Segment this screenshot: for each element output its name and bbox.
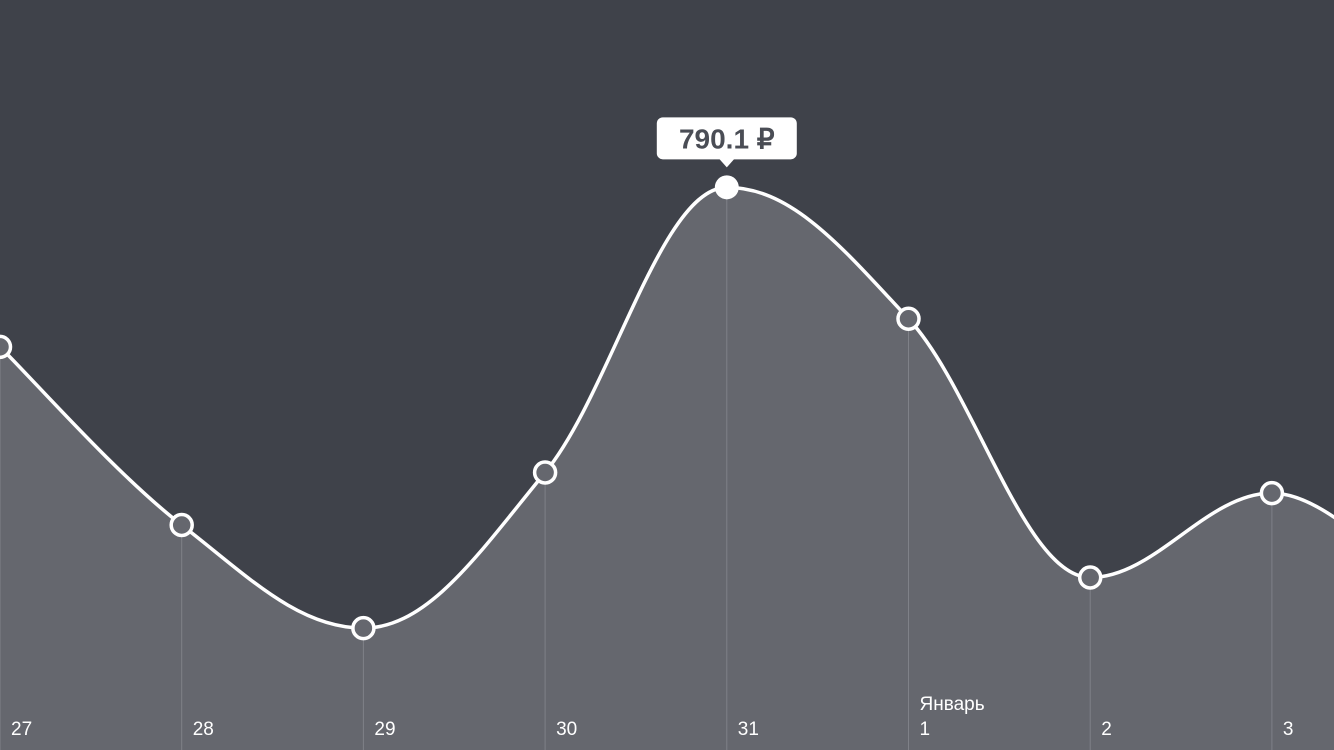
x-tick-label: 2 <box>1101 719 1112 740</box>
data-point-29[interactable] <box>351 615 376 641</box>
data-point-27[interactable] <box>0 334 13 360</box>
month-label: Январь <box>920 694 985 715</box>
data-point-30[interactable] <box>532 460 558 485</box>
x-tick-label: 1 <box>920 719 931 740</box>
x-tick-label: 31 <box>738 719 759 740</box>
value-tooltip: 790.1 ₽ <box>656 117 797 168</box>
x-tick-label: 27 <box>11 719 32 740</box>
area-fill <box>0 187 1334 750</box>
points-layer <box>0 175 1285 641</box>
data-point-2[interactable] <box>1077 565 1103 590</box>
x-axis-labels: 27 28 29 30 31 1 2 3 Январь <box>11 694 1293 740</box>
data-point-31[interactable] <box>714 175 739 200</box>
tooltip-box <box>656 117 797 160</box>
gridline-layer <box>0 187 1273 750</box>
tooltip-label: 790.1 ₽ <box>679 123 775 154</box>
x-tick-label: 30 <box>556 719 577 740</box>
data-point-28[interactable] <box>169 512 194 538</box>
x-tick-label: 3 <box>1283 719 1294 740</box>
data-point-1[interactable] <box>896 306 921 331</box>
x-tick-label: 28 <box>193 719 214 740</box>
area-layer <box>0 187 1334 750</box>
tooltip-pointer <box>718 158 735 168</box>
data-point-3[interactable] <box>1259 480 1285 506</box>
x-tick-label: 29 <box>374 719 395 740</box>
